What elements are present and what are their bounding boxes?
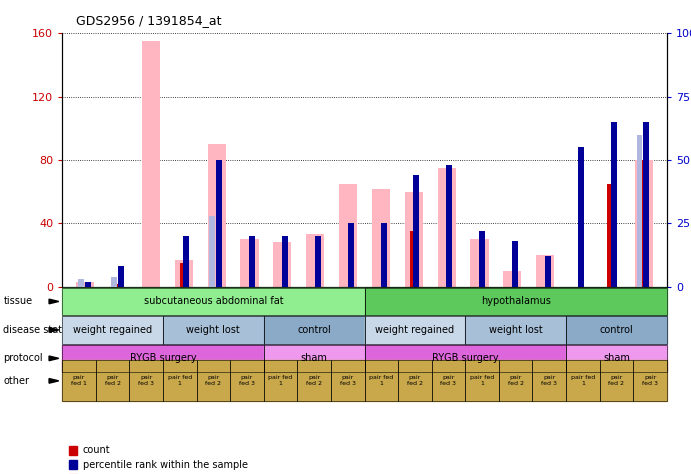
Bar [607, 184, 615, 287]
Text: pair fed
1: pair fed 1 [571, 375, 595, 386]
Bar [640, 160, 648, 287]
Bar [114, 283, 122, 287]
Text: sham: sham [603, 353, 630, 364]
Bar [339, 184, 357, 287]
Bar [180, 263, 188, 287]
Text: pair fed
1: pair fed 1 [470, 375, 494, 386]
Bar [545, 256, 551, 287]
Text: pair
fed 2: pair fed 2 [609, 375, 625, 386]
Text: pair
fed 3: pair fed 3 [138, 375, 154, 386]
Bar [117, 266, 124, 287]
Bar [381, 223, 386, 287]
Bar [578, 147, 584, 287]
Text: pair
fed 3: pair fed 3 [340, 375, 356, 386]
Text: other: other [3, 376, 30, 386]
Bar [372, 189, 390, 287]
Bar [240, 239, 258, 287]
Bar [635, 160, 653, 287]
Text: hypothalamus: hypothalamus [481, 296, 551, 307]
Bar [209, 216, 216, 287]
Bar [216, 160, 223, 287]
Text: pair
fed 3: pair fed 3 [440, 375, 457, 386]
Text: weight lost: weight lost [187, 325, 240, 335]
Text: tissue: tissue [3, 296, 32, 307]
Bar [611, 122, 616, 287]
Bar [282, 236, 288, 287]
Text: pair
fed 2: pair fed 2 [104, 375, 120, 386]
Bar [306, 235, 324, 287]
Bar [76, 282, 94, 287]
Text: pair fed
1: pair fed 1 [268, 375, 293, 386]
Text: pair
fed 2: pair fed 2 [508, 375, 524, 386]
Bar [142, 41, 160, 287]
Bar [410, 231, 418, 287]
Text: GDS2956 / 1391854_at: GDS2956 / 1391854_at [76, 14, 222, 27]
Text: count: count [83, 445, 111, 456]
Bar [446, 165, 452, 287]
Bar [636, 135, 643, 287]
Bar [512, 241, 518, 287]
Bar [85, 282, 91, 287]
Bar [405, 191, 423, 287]
Bar [479, 231, 485, 287]
Bar [175, 260, 193, 287]
Bar [249, 236, 255, 287]
Text: percentile rank within the sample: percentile rank within the sample [83, 459, 248, 470]
Text: pair
fed 3: pair fed 3 [541, 375, 557, 386]
Text: RYGB surgery: RYGB surgery [432, 353, 499, 364]
Bar [183, 236, 189, 287]
Bar [111, 277, 117, 287]
Text: control: control [600, 325, 634, 335]
Bar [413, 175, 419, 287]
Text: pair
fed 2: pair fed 2 [306, 375, 322, 386]
Bar [471, 239, 489, 287]
Text: pair fed
1: pair fed 1 [369, 375, 393, 386]
Bar [536, 255, 554, 287]
Text: subcutaneous abdominal fat: subcutaneous abdominal fat [144, 296, 283, 307]
Text: pair
fed 3: pair fed 3 [642, 375, 658, 386]
Bar [503, 271, 522, 287]
Text: pair
fed 2: pair fed 2 [205, 375, 221, 386]
Text: RYGB surgery: RYGB surgery [130, 353, 196, 364]
Text: weight regained: weight regained [375, 325, 455, 335]
Text: weight regained: weight regained [73, 325, 152, 335]
Text: weight lost: weight lost [489, 325, 542, 335]
Bar [437, 168, 455, 287]
Text: disease state: disease state [3, 325, 68, 335]
Text: control: control [297, 325, 331, 335]
Text: protocol: protocol [3, 353, 43, 364]
Text: pair
fed 1: pair fed 1 [71, 375, 87, 386]
Text: sham: sham [301, 353, 328, 364]
Bar [207, 144, 226, 287]
Bar [274, 242, 292, 287]
Text: pair
fed 3: pair fed 3 [239, 375, 255, 386]
Bar [315, 236, 321, 287]
Text: pair
fed 2: pair fed 2 [407, 375, 423, 386]
Text: pair fed
1: pair fed 1 [168, 375, 192, 386]
Bar [643, 122, 650, 287]
Bar [78, 279, 84, 287]
Bar [348, 223, 354, 287]
